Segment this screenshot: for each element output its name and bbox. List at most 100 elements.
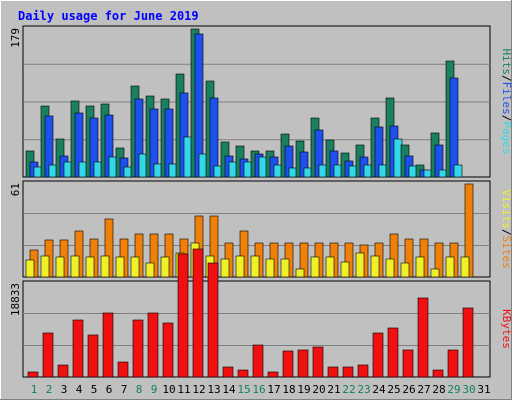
x-tick-label: 25 bbox=[387, 383, 400, 396]
bar-kbytes-day-23 bbox=[357, 364, 369, 378]
bar-kbytes-day-7 bbox=[117, 361, 129, 378]
x-tick-label: 14 bbox=[222, 383, 236, 396]
x-tick-label: 8 bbox=[136, 383, 143, 396]
bar-files-day-29 bbox=[449, 77, 459, 178]
bar-kbytes-day-8 bbox=[132, 319, 144, 378]
x-tick-label: 5 bbox=[91, 383, 98, 396]
bar-visits-day-1 bbox=[25, 259, 35, 278]
x-tick-label: 15 bbox=[237, 383, 250, 396]
x-tick-label: 24 bbox=[372, 383, 386, 396]
bar-files-day-13 bbox=[209, 97, 219, 178]
right-legend-kbytes: KBytes bbox=[500, 309, 512, 349]
x-tick-label: 6 bbox=[106, 383, 113, 396]
bar-pages-day-29 bbox=[453, 164, 463, 178]
x-tick-label: 12 bbox=[192, 383, 205, 396]
x-tick-label: 30 bbox=[462, 383, 475, 396]
x-tick-label: 18 bbox=[282, 383, 295, 396]
bar-kbytes-day-3 bbox=[57, 364, 69, 378]
bar-visits-day-27 bbox=[415, 256, 425, 278]
bar-visits-day-3 bbox=[55, 256, 65, 278]
bar-kbytes-day-11 bbox=[177, 253, 189, 378]
bar-visits-day-4 bbox=[70, 255, 80, 278]
y-max-label-sites-visits: 61 bbox=[9, 183, 22, 196]
bar-visits-day-21 bbox=[325, 256, 335, 278]
bar-visits-day-22 bbox=[340, 261, 350, 278]
bar-visits-day-5 bbox=[85, 256, 95, 278]
x-tick-label: 27 bbox=[417, 383, 430, 396]
x-tick-label: 22 bbox=[342, 383, 355, 396]
x-tick-label: 4 bbox=[76, 383, 83, 396]
x-tick-label: 31 bbox=[477, 383, 490, 396]
bar-visits-day-23 bbox=[355, 252, 365, 278]
x-tick-label: 16 bbox=[252, 383, 265, 396]
bar-visits-day-28 bbox=[430, 268, 440, 278]
x-tick-label: 1 bbox=[31, 383, 38, 396]
bar-kbytes-day-24 bbox=[372, 332, 384, 378]
legend-hits: Hits bbox=[500, 49, 512, 76]
legend-files: Files bbox=[500, 82, 512, 115]
bar-visits-day-26 bbox=[400, 262, 410, 278]
x-tick-label: 11 bbox=[177, 383, 190, 396]
bar-visits-day-24 bbox=[370, 255, 380, 278]
bar-visits-day-17 bbox=[265, 258, 275, 278]
legend-visits: Visits bbox=[500, 189, 512, 229]
bar-kbytes-day-2 bbox=[42, 332, 54, 378]
bar-visits-day-14 bbox=[220, 258, 230, 278]
bar-kbytes-day-5 bbox=[87, 334, 99, 378]
bar-visits-day-9 bbox=[145, 262, 155, 278]
x-tick-label: 23 bbox=[357, 383, 370, 396]
x-tick-label: 29 bbox=[447, 383, 460, 396]
bar-kbytes-day-26 bbox=[402, 349, 414, 378]
x-tick-label: 26 bbox=[402, 383, 415, 396]
bar-visits-day-6 bbox=[100, 255, 110, 278]
bar-visits-day-15 bbox=[235, 255, 245, 278]
bar-kbytes-day-18 bbox=[282, 350, 294, 378]
bar-visits-day-8 bbox=[130, 256, 140, 278]
bar-kbytes-day-30 bbox=[462, 307, 474, 378]
bar-kbytes-day-15 bbox=[237, 369, 249, 378]
bar-kbytes-day-17 bbox=[267, 371, 279, 378]
legend-kbytes: KBytes bbox=[500, 309, 512, 349]
bar-visits-day-7 bbox=[115, 256, 125, 278]
legend-pages: Pages bbox=[500, 121, 512, 154]
bar-visits-day-25 bbox=[385, 258, 395, 278]
bar-kbytes-day-1 bbox=[27, 371, 39, 378]
bar-kbytes-day-6 bbox=[102, 312, 114, 378]
bar-visits-day-20 bbox=[310, 256, 320, 278]
x-tick-label: 3 bbox=[61, 383, 68, 396]
bar-visits-day-18 bbox=[280, 258, 290, 278]
right-legend-hits-files-pages: Hits/Files/Pages bbox=[500, 49, 512, 155]
x-tick-label: 19 bbox=[297, 383, 310, 396]
bar-kbytes-day-21 bbox=[327, 366, 339, 378]
x-tick-label: 2 bbox=[46, 383, 53, 396]
bar-kbytes-day-9 bbox=[147, 312, 159, 378]
y-max-label-hits-files-pages: 179 bbox=[9, 28, 22, 48]
legend-sites: Sites bbox=[500, 236, 512, 269]
bar-kbytes-day-20 bbox=[312, 346, 324, 378]
bar-visits-day-30 bbox=[460, 256, 470, 278]
x-tick-label: 9 bbox=[151, 383, 158, 396]
x-tick-label: 28 bbox=[432, 383, 445, 396]
x-tick-label: 17 bbox=[267, 383, 280, 396]
bar-kbytes-day-13 bbox=[207, 262, 219, 378]
bar-visits-day-16 bbox=[250, 255, 260, 278]
bar-kbytes-day-28 bbox=[432, 369, 444, 378]
x-tick-label: 7 bbox=[121, 383, 128, 396]
bar-visits-day-19 bbox=[295, 268, 305, 278]
bar-kbytes-day-25 bbox=[387, 327, 399, 378]
bar-kbytes-day-27 bbox=[417, 297, 429, 378]
bar-visits-day-29 bbox=[445, 256, 455, 278]
bar-visits-day-2 bbox=[40, 255, 50, 278]
bar-kbytes-day-14 bbox=[222, 366, 234, 378]
bar-kbytes-day-19 bbox=[297, 349, 309, 378]
bar-kbytes-day-4 bbox=[72, 319, 84, 378]
x-tick-label: 20 bbox=[312, 383, 325, 396]
bar-kbytes-day-29 bbox=[447, 349, 459, 378]
right-legend-sites-visits: Visits/Sites bbox=[500, 189, 512, 269]
y-max-label-kbytes: 18833 bbox=[9, 283, 22, 316]
chart-title: Daily usage for June 2019 bbox=[18, 9, 199, 23]
bar-kbytes-day-10 bbox=[162, 322, 174, 378]
x-tick-label: 21 bbox=[327, 383, 340, 396]
bar-kbytes-day-22 bbox=[342, 366, 354, 378]
